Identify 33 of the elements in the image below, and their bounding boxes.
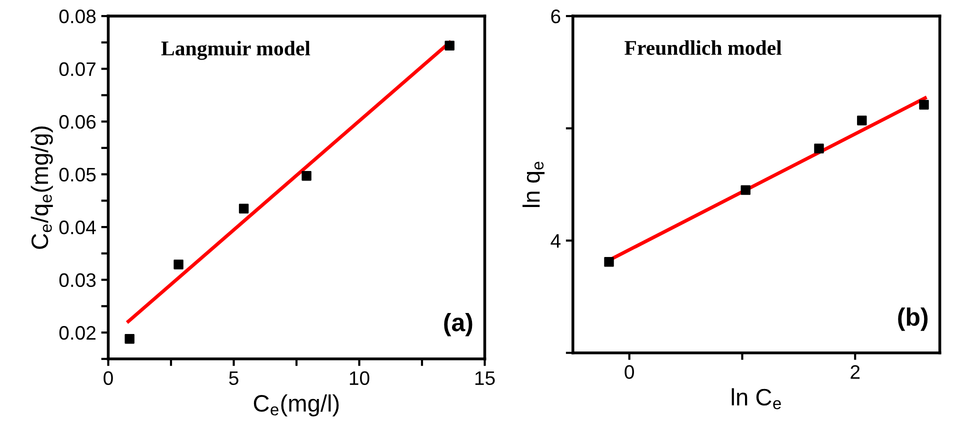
point xyxy=(238,204,249,214)
y-tick-label: 0.02 xyxy=(59,326,96,340)
x-tick-label: 5 xyxy=(229,371,238,386)
x-axis-title: C$_{e}$(mg/l) xyxy=(254,394,339,416)
y-tick-label: 0.03 xyxy=(59,273,96,288)
y-tick-label: 4 xyxy=(550,234,561,248)
annotation: (b) xyxy=(898,308,928,331)
point xyxy=(604,257,614,267)
point xyxy=(444,40,454,50)
point xyxy=(919,100,929,110)
point xyxy=(740,185,750,195)
y-tick-label: 6 xyxy=(551,10,560,24)
y-tick-label: 0.04 xyxy=(59,220,96,234)
point xyxy=(124,334,134,344)
x-tick-label: 2 xyxy=(850,365,860,379)
x-tick-label: 15 xyxy=(475,371,495,386)
point xyxy=(814,144,824,154)
y-tick-label: 0.07 xyxy=(59,62,96,76)
x-tick-label: 10 xyxy=(350,371,370,386)
x-tick-label: 0 xyxy=(104,371,113,386)
point xyxy=(302,171,312,181)
annotation: Freundlich model xyxy=(624,40,782,55)
y-tick-label: 0.08 xyxy=(59,10,96,24)
y-tick-label: 0.06 xyxy=(59,115,96,129)
y-axis-title: C$_{e}$/q$_{e}$(mg/g) xyxy=(30,126,53,249)
y-axis-title: ln q$_{e}$ xyxy=(522,162,545,207)
annotation: Langmuir model xyxy=(161,40,310,60)
x-axis-title: ln C$_{e}$ xyxy=(732,388,781,410)
annotation: (a) xyxy=(444,312,472,336)
y-tick-label: 0.05 xyxy=(59,168,96,182)
x-tick-label: 0 xyxy=(624,365,634,379)
point xyxy=(174,260,184,270)
point xyxy=(857,116,867,126)
